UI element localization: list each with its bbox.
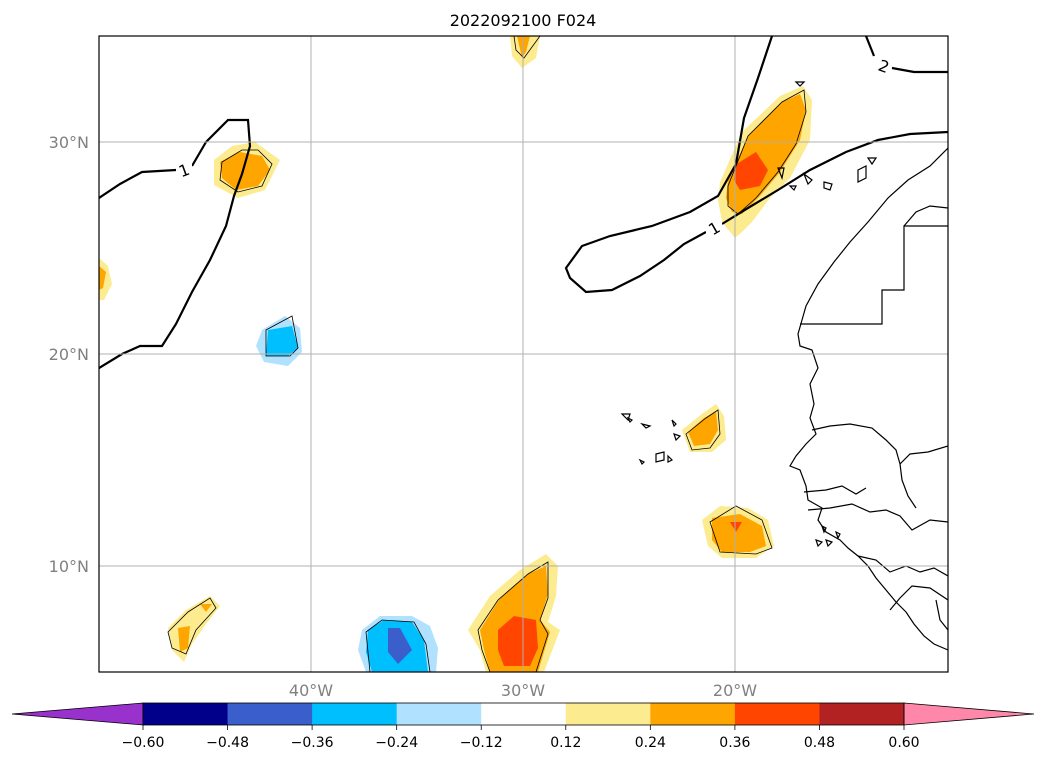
blob-negative-41w-20n-core	[266, 326, 298, 356]
colorbar-segment	[650, 703, 736, 725]
border-mauritania-morocco	[800, 225, 948, 325]
border-interior	[935, 599, 948, 631]
colorbar-segment	[481, 703, 567, 725]
map-frame	[98, 35, 949, 673]
blob-positive-30w-8n-core	[498, 616, 538, 666]
border-guinea-bissau	[807, 503, 948, 531]
contour-line-west-1b	[99, 118, 252, 369]
contour-line-west-1	[99, 168, 177, 199]
colorbar-tick-label: 0.12	[550, 735, 581, 751]
blob-positive-north-african-coast-core	[734, 152, 768, 190]
colorbar: −0.60 −0.48 −0.36 −0.24 −0.12 0.12 0.24 0.36 0.4…	[11, 702, 1035, 751]
colorbar-tick-label: 0.36	[719, 735, 750, 751]
contour-line-north-2	[864, 36, 876, 57]
lon-label-30w: 30°W	[501, 681, 545, 700]
colorbar-tick-label: 0.48	[804, 735, 835, 751]
cape-verde-islands	[620, 413, 682, 466]
map-panel: 1 1 2 30°N 20°N 10°N 40°W 30°W 20°W	[49, 35, 949, 700]
blob-positive-46w-7n-dot	[200, 604, 212, 612]
border-morocco-algeria	[903, 205, 948, 227]
blob-negative-36w-6n-core	[388, 628, 412, 664]
border-senegal	[811, 423, 948, 466]
colorbar-tick-label: 0.60	[888, 735, 919, 751]
blob-positive-46w-7n-core	[178, 626, 190, 652]
colorbar-segment	[312, 703, 398, 725]
africa-coast	[789, 147, 948, 651]
contour-line-east-1	[721, 130, 948, 225]
colorbar-segment	[565, 703, 651, 725]
colorbar-tick-label: 0.24	[635, 735, 666, 751]
contour-line-east-1b	[564, 36, 774, 294]
blob-positive-west-edge	[99, 258, 112, 300]
colorbar-segment	[227, 703, 313, 725]
colorbar-extend-under	[11, 702, 144, 726]
colorbar-segment	[734, 703, 820, 725]
contour-line-north-2b	[891, 66, 948, 74]
colorbar-tick-label: −0.48	[206, 735, 249, 751]
border-sierra-leone	[889, 585, 948, 611]
colorbar-outline	[142, 702, 905, 726]
lat-label-30n: 30°N	[49, 133, 89, 152]
lat-tick-labels: 30°N 20°N 10°N	[49, 133, 89, 576]
blob-positive-cape-verde-core	[688, 412, 718, 446]
contour-labels: 1 1 2	[176, 56, 892, 239]
coastlines	[620, 81, 948, 651]
colorbar-segment	[819, 703, 905, 725]
colorbar-ticks: −0.60 −0.48 −0.36 −0.24 −0.12 0.12 0.24 0.36 0.4…	[122, 725, 920, 751]
colorbar-tick-label: −0.36	[291, 735, 334, 751]
blob-positive-44w-28n-core	[220, 152, 270, 190]
bijagos-islands	[815, 524, 841, 548]
border-gambia	[803, 485, 867, 495]
colorbar-tick-label: −0.24	[375, 735, 418, 751]
blob-positive-west-edge-core	[99, 266, 106, 290]
gridlines	[99, 36, 948, 672]
canary-islands	[777, 81, 878, 192]
thick-contours	[99, 36, 948, 369]
colorbar-segment	[396, 703, 482, 725]
colorbar-tick-label: −0.12	[460, 735, 503, 751]
lat-label-10n: 10°N	[49, 557, 89, 576]
map-title: 2022092100 F024	[450, 11, 597, 30]
lon-label-40w: 40°W	[289, 681, 333, 700]
colorbar-tick-label: −0.60	[122, 735, 165, 751]
colorbar-extend-over	[903, 702, 1035, 726]
lon-tick-labels: 40°W 30°W 20°W	[289, 681, 757, 700]
border-mali	[899, 463, 917, 509]
colorbar-segments	[11, 702, 1035, 726]
blob-positive-20w-12n-dot	[730, 522, 742, 532]
lon-label-20w: 20°W	[713, 681, 757, 700]
colorbar-segment	[143, 703, 229, 725]
blob-positive-20w-12n-core	[712, 514, 766, 552]
lat-label-20n: 20°N	[49, 345, 89, 364]
